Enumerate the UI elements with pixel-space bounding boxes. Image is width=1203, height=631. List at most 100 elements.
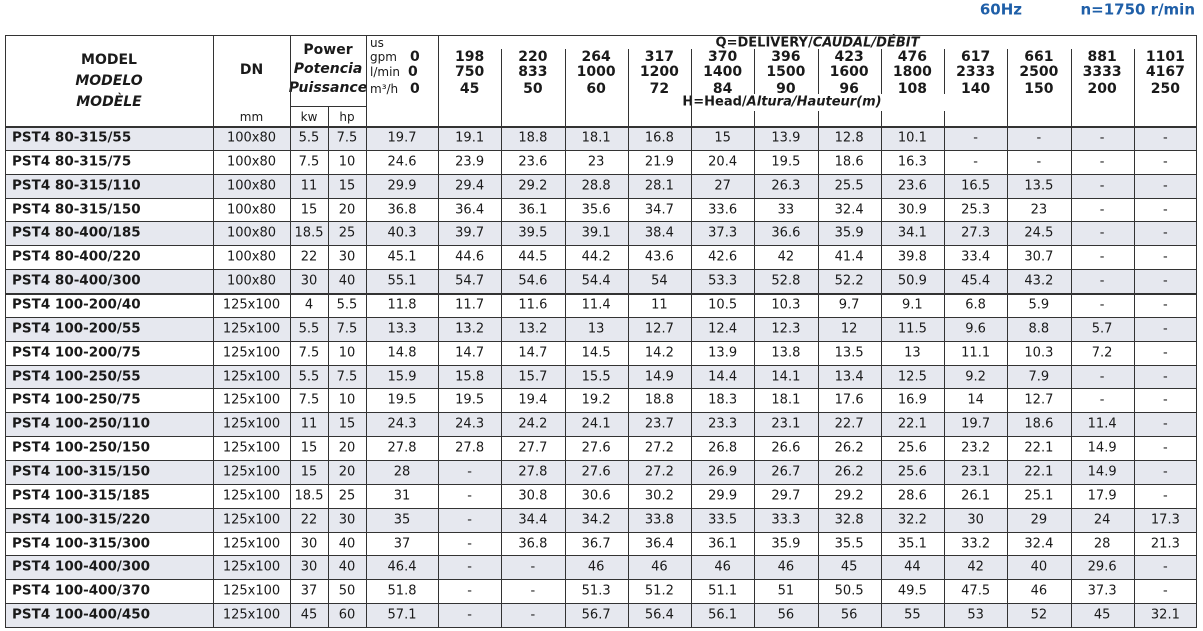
- head-value: -: [1099, 202, 1105, 217]
- head-value: 27: [714, 178, 731, 194]
- head-value: 34.2: [581, 512, 611, 528]
- head-value: 19.1: [455, 130, 485, 146]
- head-value: 44.2: [581, 249, 611, 265]
- head-value: 34.4: [518, 512, 548, 528]
- power-kw: 30: [300, 559, 318, 575]
- head-value: 5.9: [1028, 297, 1050, 313]
- dn: 100x80: [226, 273, 277, 289]
- head-value: -: [467, 488, 472, 504]
- head-value: 14.8: [387, 345, 417, 361]
- head-value: 45.4: [961, 273, 991, 289]
- head-value: 12.3: [771, 321, 801, 337]
- model: PST4 100-250/150: [12, 439, 150, 456]
- flow-value: 45: [459, 81, 480, 97]
- power-kw: 18.5: [294, 488, 324, 504]
- power-hp: 30: [338, 512, 356, 528]
- head-value: 39.1: [581, 225, 611, 241]
- rule: [691, 49, 692, 627]
- power-hp: 40: [338, 536, 356, 551]
- head-value: -: [467, 512, 472, 528]
- head-value: 35.5: [834, 536, 864, 551]
- model: PST4 100-400/370: [12, 582, 150, 599]
- head-value: 28.8: [581, 178, 611, 194]
- head-value: 35.6: [581, 202, 611, 217]
- head-value: 37.3: [708, 225, 738, 241]
- rule: [754, 111, 756, 627]
- head-value: 53: [967, 607, 984, 623]
- head-value: 15.8: [455, 369, 485, 384]
- head-value: 32.4: [834, 202, 864, 217]
- head-value: 23.1: [961, 464, 991, 480]
- model: PST4 80-315/150: [12, 200, 141, 217]
- power-hp: 7.5: [336, 130, 358, 146]
- dn: 100x80: [226, 202, 277, 217]
- head-value: 27.8: [455, 440, 485, 456]
- head-value: -: [467, 464, 472, 480]
- title-part: Q=DELIVERY/: [715, 35, 813, 51]
- head-value: 43.2: [1024, 273, 1054, 289]
- flow-value: 50: [523, 81, 543, 97]
- head-value: -: [1036, 154, 1042, 170]
- head-value: 11.5: [897, 321, 927, 337]
- head-value: 11.4: [1087, 416, 1117, 432]
- head-value: 33.4: [961, 249, 991, 265]
- power-kw: 15: [300, 464, 318, 480]
- row-background: [5, 555, 1197, 580]
- dn: 125x100: [222, 321, 281, 337]
- flow-value: 833: [518, 64, 548, 80]
- head-value: 32.2: [897, 512, 927, 528]
- head-value: 22.1: [1024, 440, 1054, 456]
- head-value: 52.2: [834, 273, 864, 289]
- head-value: 44: [904, 559, 921, 575]
- power-hp: 20: [338, 202, 356, 217]
- head-value: 18.1: [581, 130, 611, 146]
- head-value: 27.8: [518, 464, 548, 480]
- power-kw: 7.5: [298, 345, 320, 361]
- head-value: 18.8: [518, 130, 548, 146]
- head-value: 18.6: [1024, 416, 1054, 432]
- head-title: H=Head/Altura/Hauteur(m): [682, 96, 881, 109]
- head-value: 16.5: [961, 178, 991, 194]
- head-value: 25.6: [897, 464, 927, 480]
- row-background: [5, 460, 1197, 484]
- head-value: 36.1: [708, 536, 738, 551]
- head-value: 28.1: [644, 178, 674, 194]
- head-value: 35: [393, 512, 411, 528]
- power-kw: 7.5: [298, 154, 320, 170]
- head-value: 29.2: [518, 178, 548, 194]
- head-value: 27.2: [644, 464, 674, 480]
- head-value: 54.6: [518, 273, 548, 289]
- head-value: 39.8: [897, 249, 927, 265]
- head-value: 34.7: [644, 202, 674, 217]
- flow-value: 60: [586, 81, 606, 97]
- head-value: 13.3: [387, 321, 417, 337]
- dn-header: DN: [239, 62, 264, 78]
- head-value: 30.2: [644, 488, 674, 504]
- model-header: MODÈLE: [76, 94, 142, 110]
- head-value: 19.2: [581, 392, 611, 408]
- head-value: 12.8: [834, 130, 864, 146]
- head-value: -: [1163, 464, 1168, 480]
- rule: [5, 35, 1197, 36]
- head-value: 24.5: [1024, 225, 1054, 241]
- head-value: 26.3: [771, 178, 801, 194]
- dn: 125x100: [222, 464, 281, 480]
- head-value: 17.9: [1087, 488, 1117, 504]
- head-value: 14: [967, 392, 984, 408]
- row-background: [5, 603, 1197, 627]
- head-value: 32.8: [834, 512, 864, 528]
- head-value: 40: [1030, 559, 1048, 575]
- head-value: 51: [777, 583, 795, 599]
- power-header: Puissance: [288, 80, 368, 96]
- head-value: -: [1163, 178, 1168, 194]
- flow-value: 617: [961, 49, 991, 65]
- flow-value: 96: [839, 81, 859, 97]
- flow-value: 1200: [639, 64, 679, 80]
- head-value: 24.3: [387, 416, 417, 432]
- rule: [5, 316, 1197, 318]
- head-value: 35.9: [834, 225, 864, 241]
- flow-value: 250: [1150, 81, 1180, 97]
- head-value: 11.6: [518, 297, 548, 313]
- row-background: [5, 412, 1197, 437]
- head-value: 36.8: [518, 536, 548, 551]
